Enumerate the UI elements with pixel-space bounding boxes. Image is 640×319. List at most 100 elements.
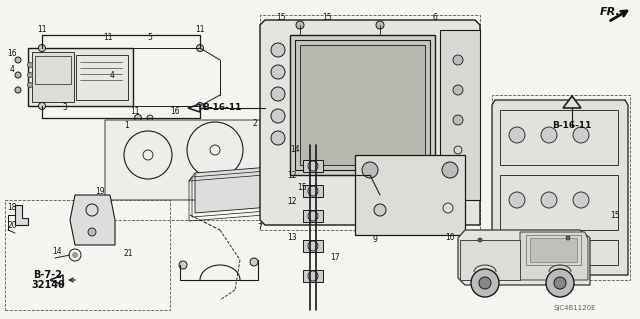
Text: 4: 4 (109, 70, 115, 79)
Circle shape (509, 127, 525, 143)
Text: SJC4B1120E: SJC4B1120E (554, 305, 596, 311)
Circle shape (479, 277, 491, 289)
Circle shape (554, 277, 566, 289)
Text: B-16-11: B-16-11 (202, 103, 242, 113)
Circle shape (28, 63, 33, 68)
Bar (295, 40, 430, 170)
Text: 20: 20 (7, 220, 17, 229)
Circle shape (38, 44, 45, 51)
Circle shape (561, 246, 573, 258)
Circle shape (509, 192, 525, 208)
Polygon shape (440, 30, 480, 200)
Polygon shape (195, 165, 295, 213)
Bar (303, 160, 323, 172)
Circle shape (471, 269, 499, 297)
Text: FR.: FR. (600, 7, 621, 17)
Circle shape (28, 72, 33, 78)
Polygon shape (15, 205, 28, 225)
Text: 5: 5 (148, 33, 152, 42)
Circle shape (374, 204, 386, 216)
Circle shape (271, 131, 285, 145)
Circle shape (296, 21, 304, 29)
Text: 6: 6 (433, 13, 437, 23)
Bar (303, 185, 323, 197)
Text: 11: 11 (195, 26, 205, 34)
Circle shape (147, 115, 153, 121)
Text: 3: 3 (63, 103, 67, 113)
Text: 11: 11 (37, 26, 47, 34)
Polygon shape (70, 195, 115, 245)
Bar (303, 240, 323, 252)
Circle shape (442, 162, 458, 178)
Circle shape (38, 102, 45, 109)
Circle shape (28, 83, 33, 87)
Text: B-7-2: B-7-2 (33, 270, 63, 280)
Text: 7: 7 (257, 224, 262, 233)
Bar (76, 55, 128, 100)
Text: 21: 21 (124, 249, 132, 257)
Bar (526, 235, 581, 265)
Bar (500, 175, 618, 230)
Bar (300, 45, 425, 165)
Text: 15: 15 (322, 13, 332, 23)
Circle shape (134, 115, 141, 122)
Text: 11: 11 (103, 33, 113, 42)
Text: 10: 10 (445, 233, 455, 241)
Bar (28, 48, 133, 106)
Polygon shape (188, 104, 200, 112)
Text: 9: 9 (372, 235, 378, 244)
Text: B-16-11: B-16-11 (552, 121, 592, 130)
Bar (303, 210, 323, 222)
Polygon shape (492, 100, 628, 275)
Text: 4: 4 (10, 65, 15, 75)
Circle shape (511, 246, 523, 258)
Bar (500, 110, 618, 165)
Circle shape (271, 109, 285, 123)
Text: 12: 12 (287, 197, 297, 206)
Text: 2: 2 (253, 118, 257, 128)
Text: 13: 13 (287, 234, 297, 242)
Circle shape (453, 115, 463, 125)
Text: 16: 16 (170, 108, 180, 116)
Bar (5, 200, 170, 310)
Bar (500, 240, 618, 265)
Circle shape (573, 127, 589, 143)
Circle shape (271, 87, 285, 101)
Polygon shape (458, 230, 590, 285)
Bar (303, 270, 323, 282)
Circle shape (541, 192, 557, 208)
Text: 17: 17 (330, 254, 340, 263)
Circle shape (15, 87, 21, 93)
Polygon shape (563, 96, 581, 108)
Circle shape (478, 238, 482, 242)
Circle shape (72, 253, 77, 257)
Polygon shape (460, 240, 520, 280)
Text: 15: 15 (297, 183, 307, 192)
Text: 1: 1 (125, 122, 129, 130)
Circle shape (15, 72, 21, 78)
Text: 16: 16 (7, 48, 17, 57)
Text: 14: 14 (290, 145, 300, 154)
Circle shape (376, 21, 384, 29)
Bar (32, 52, 74, 102)
Circle shape (453, 85, 463, 95)
Bar (35, 56, 71, 84)
Bar (530, 238, 577, 262)
Text: 32140: 32140 (31, 280, 65, 290)
Circle shape (15, 57, 21, 63)
Text: 19: 19 (95, 188, 105, 197)
Bar (260, 15, 480, 230)
Circle shape (271, 65, 285, 79)
Circle shape (362, 162, 378, 178)
Circle shape (453, 55, 463, 65)
Bar (290, 35, 435, 175)
Circle shape (88, 228, 96, 236)
Circle shape (196, 44, 204, 51)
Bar (492, 95, 630, 280)
Circle shape (573, 192, 589, 208)
Polygon shape (105, 120, 310, 200)
Bar (105, 120, 310, 220)
Circle shape (271, 43, 285, 57)
Circle shape (566, 236, 570, 240)
Circle shape (179, 261, 187, 269)
